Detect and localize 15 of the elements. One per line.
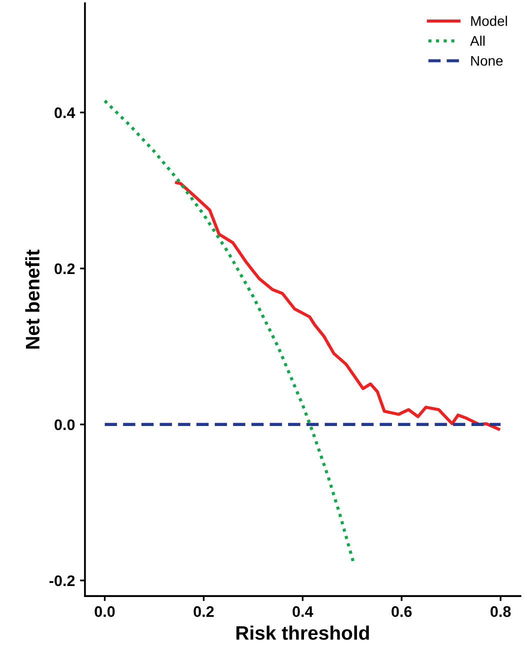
legend-label: Model xyxy=(471,16,507,26)
y-tick-label: -0.2 xyxy=(50,575,75,586)
legend-label: All xyxy=(470,36,485,46)
y-tick-label: 0.4 xyxy=(54,107,76,118)
x-tick-label: 0.6 xyxy=(392,606,412,617)
y-tick-label: 0.0 xyxy=(54,419,75,430)
y-axis-title: Net benefit xyxy=(25,250,40,349)
y-tick-label: 0.2 xyxy=(54,263,75,274)
x-tick-label: 0.2 xyxy=(194,606,214,617)
legend-label: None xyxy=(471,56,503,66)
line-series xyxy=(174,181,500,431)
x-tick-label: 0.8 xyxy=(490,606,511,617)
x-tick-label: 0.4 xyxy=(292,606,314,617)
x-tick-label: 0.0 xyxy=(94,606,115,617)
x-axis-title: Risk threshold xyxy=(236,626,369,640)
